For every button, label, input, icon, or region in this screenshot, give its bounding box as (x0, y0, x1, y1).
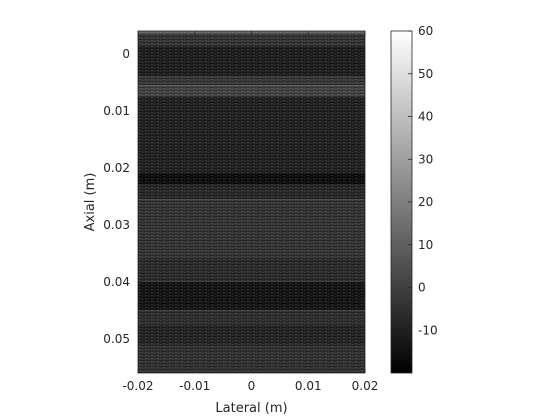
y-tick-label: 0.03 (103, 218, 130, 232)
x-tick-label: 0.01 (295, 379, 322, 393)
colorbar-tick-label: 40 (418, 110, 433, 124)
y-axis: 0 0.01 0.02 0.03 0.04 0.05 (103, 47, 365, 346)
x-tick-label: 0 (248, 379, 256, 393)
colorbar-tick-label: 50 (418, 67, 433, 81)
colorbar-tick-label: -10 (418, 323, 438, 337)
colorbar-tick-label: 60 (418, 24, 433, 38)
colorbar-tick-label: 20 (418, 195, 433, 209)
x-tick-label: -0.02 (122, 379, 153, 393)
y-axis-label: Axial (m) (83, 173, 98, 232)
heatmap-texture (138, 31, 365, 373)
colorbar-tick-label: 10 (418, 238, 433, 252)
x-axis-label: Lateral (m) (215, 401, 287, 416)
y-tick-label: 0.04 (103, 275, 130, 289)
x-tick-label: -0.01 (179, 379, 210, 393)
y-tick-label: 0.02 (103, 161, 130, 175)
colorbar-axis: 60 50 40 30 20 10 0 -10 (408, 24, 438, 337)
colorbar-tick-label: 30 (418, 152, 433, 166)
x-tick-label: 0.02 (352, 379, 379, 393)
x-axis: -0.02 -0.01 0 0.01 0.02 (122, 31, 378, 393)
colorbar-tick-label: 0 (418, 281, 426, 295)
y-tick-label: 0 (122, 47, 130, 61)
y-tick-label: 0.05 (103, 332, 130, 346)
y-tick-label: 0.01 (103, 104, 130, 118)
